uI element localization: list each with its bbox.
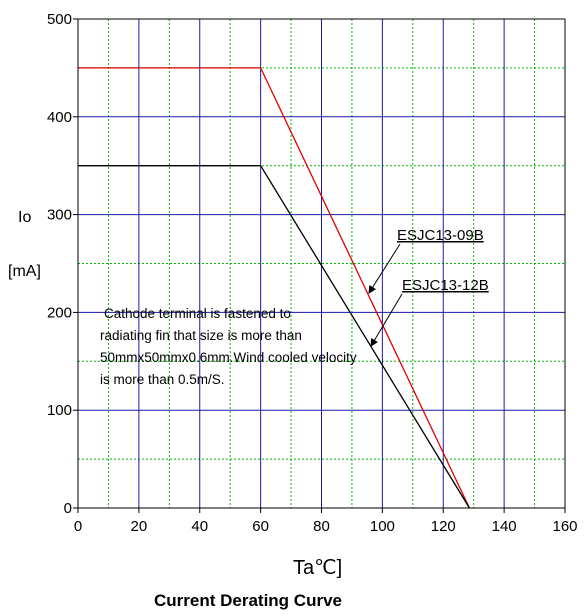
- y-tick-label: 400: [47, 109, 72, 126]
- y-tick-label: 0: [64, 500, 72, 517]
- legend-label-esjc13-12b: ESJC13-12B: [402, 277, 489, 294]
- annotation-line-1: Cathode terminal is fastened to: [104, 306, 291, 321]
- y-axis-label-unit: [mA]: [8, 263, 41, 280]
- grid: [78, 19, 565, 508]
- legend-label-esjc13-09b: ESJC13-09B: [397, 227, 484, 244]
- series-line-esjc13-09b: [78, 67, 471, 509]
- x-tick-label: 60: [252, 518, 269, 535]
- y-tick-label: 300: [47, 207, 72, 224]
- legend-arrow-esjc13-12b: [370, 293, 403, 347]
- tick-labels: 0 20 40 60 80 100 120 140 160 0 100 200 300 400 500: [47, 11, 578, 535]
- chart-title: Current Derating Curve: [154, 591, 342, 610]
- legend-arrow-esjc13-09b: [368, 243, 401, 294]
- x-tick-label: 80: [313, 518, 330, 535]
- series-line-esjc13-12b: [78, 165, 470, 509]
- annotation-line-3: 50mmx50mmx0.6mm.Wind cooled velocity: [100, 350, 357, 365]
- x-tick-label: 20: [131, 518, 148, 535]
- annotation-line-4: is more than 0.5m/S.: [100, 372, 225, 387]
- annotation-line-2: radiating fin that size is more than: [100, 328, 302, 343]
- annotation-note: Cathode terminal is fastened to radiatin…: [100, 306, 357, 387]
- x-tick-label: 100: [370, 518, 395, 535]
- series-lines: [78, 67, 471, 509]
- x-tick-label: 160: [552, 518, 577, 535]
- y-tick-label: 500: [47, 11, 72, 28]
- x-tick-label: 40: [191, 518, 208, 535]
- x-tick-label: 140: [492, 518, 517, 535]
- x-tick-label: 0: [74, 518, 82, 535]
- y-axis-label-io: Io: [18, 209, 31, 226]
- x-tick-label: 120: [431, 518, 456, 535]
- x-axis-label: Ta℃]: [293, 557, 342, 579]
- y-tick-label: 200: [47, 304, 72, 321]
- y-tick-label: 100: [47, 402, 72, 419]
